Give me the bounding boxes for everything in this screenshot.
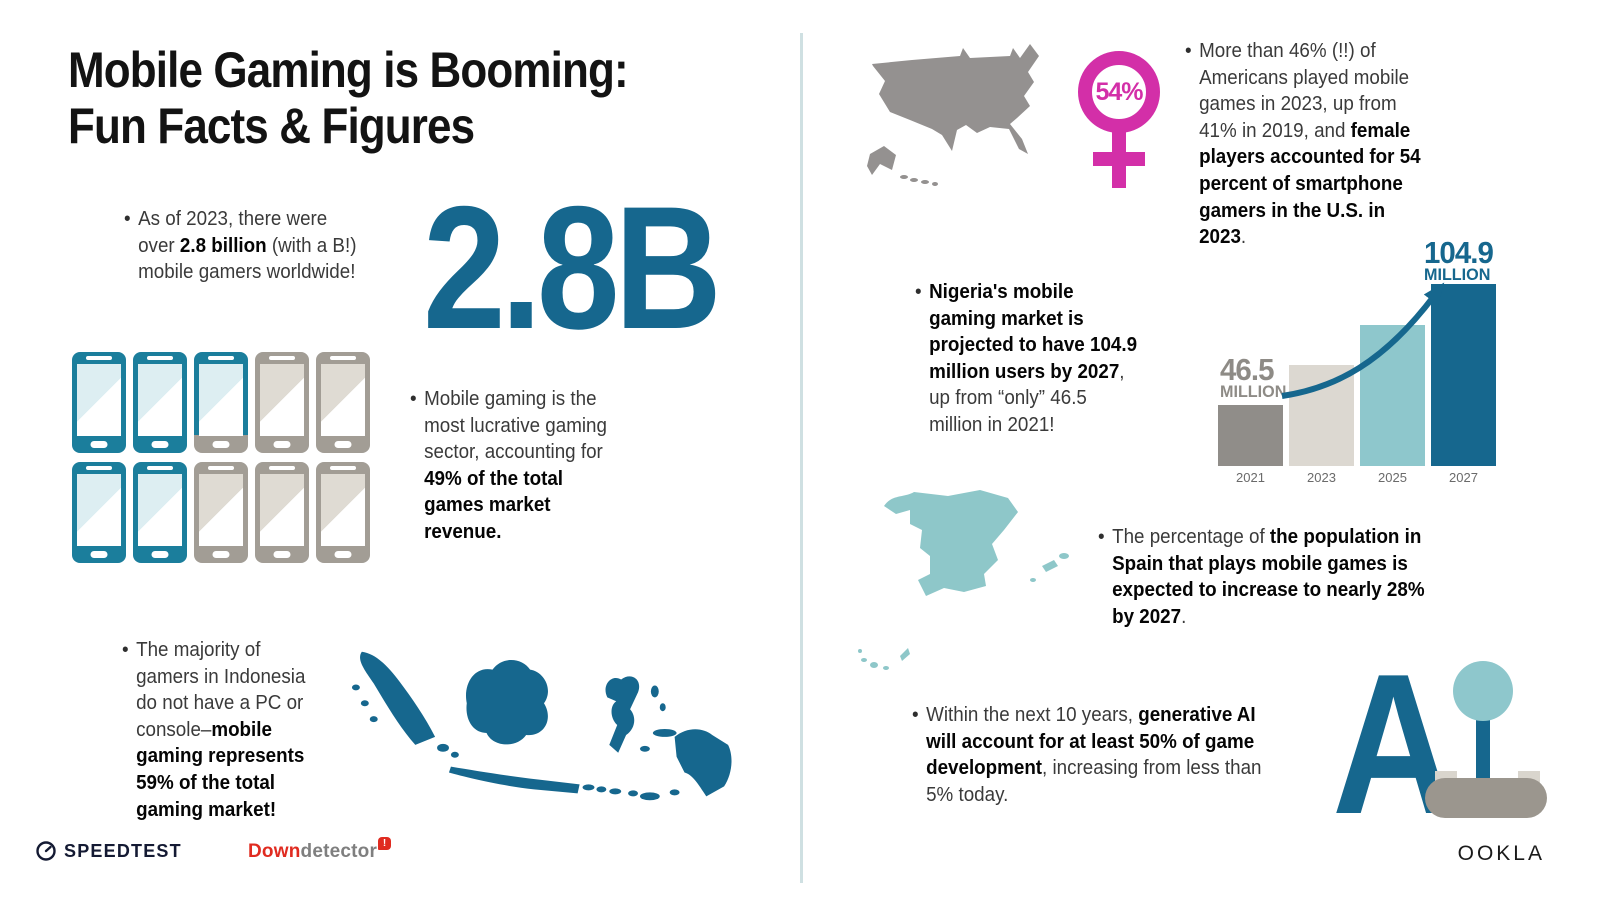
growth-arrow-icon bbox=[1281, 282, 1445, 399]
fact-gamers: • As of 2023, there were over 2.8 billio… bbox=[124, 206, 367, 286]
joystick-ball-icon bbox=[1453, 661, 1513, 721]
page-title-line2: Fun Facts & Figures bbox=[68, 98, 475, 154]
phone-icon bbox=[316, 352, 370, 453]
chart-start-annotation: 46.5 MILLION bbox=[1220, 352, 1287, 402]
bar-column: 2021 bbox=[1218, 405, 1283, 488]
bullet-marker: • bbox=[124, 208, 131, 230]
phone-grid bbox=[72, 352, 370, 563]
fact-gamers-text2: (with a B!) mobile gamers worldwide! bbox=[138, 234, 357, 284]
fact-indonesia: • The majority of gamers in Indonesia do… bbox=[122, 637, 325, 823]
fact-spain-bold: the population in Spain that plays mobil… bbox=[1112, 526, 1425, 628]
indonesia-map-icon bbox=[351, 651, 732, 801]
footer: SPEEDTEST Downdetector! OOKLA bbox=[0, 836, 1600, 876]
bar-category-label: 2025 bbox=[1378, 470, 1407, 485]
fact-nigeria-text: , up from “only” 46.5 million in 2021! bbox=[929, 360, 1125, 436]
phone-icon bbox=[133, 352, 187, 453]
chart-end-unit: MILLION bbox=[1424, 265, 1491, 285]
big-stat-2-8b: 2.8B bbox=[423, 171, 722, 366]
downdetector-badge-icon: ! bbox=[378, 837, 392, 850]
downdetector-logo: Downdetector! bbox=[248, 837, 392, 863]
bar-chart-bars: 2021 2023 2025 2027 bbox=[1218, 246, 1496, 488]
downdetector-word-detector: detector bbox=[300, 841, 378, 862]
ookla-logo: OOKLA bbox=[1457, 842, 1545, 865]
bar-column: 2023 bbox=[1289, 365, 1354, 488]
page-title-line1: Mobile Gaming is Booming: bbox=[68, 42, 629, 98]
fact-spain: • The percentage of the population in Sp… bbox=[1098, 526, 1425, 628]
phone-icon bbox=[133, 462, 187, 563]
fact-revenue-text: Mobile gaming is the most lucrative gami… bbox=[424, 388, 607, 464]
chart-start-unit: MILLION bbox=[1220, 382, 1287, 402]
fact-spain-text: The percentage of bbox=[1112, 526, 1270, 548]
chart-end-annotation: 104.9 MILLION bbox=[1424, 235, 1494, 285]
fact-ai: • Within the next 10 years, generative A… bbox=[912, 704, 1262, 806]
joystick-stick-icon bbox=[1476, 715, 1490, 793]
usa-map-icon bbox=[867, 44, 1039, 186]
fact-gamers-bold: 2.8 billion bbox=[179, 234, 267, 257]
vertical-divider bbox=[800, 33, 803, 883]
bar-2027 bbox=[1431, 284, 1496, 466]
bar-category-label: 2027 bbox=[1449, 470, 1478, 485]
bullet-marker: • bbox=[1098, 526, 1105, 548]
ai-joystick-graphic: A bbox=[1332, 645, 1562, 845]
bullet-marker: • bbox=[410, 388, 417, 410]
bullet-marker: • bbox=[912, 704, 919, 726]
bar-chart: 2021 2023 2025 2027 46.5 MILLION 104.9 MILL… bbox=[1218, 237, 1496, 488]
bar-2023 bbox=[1289, 365, 1354, 466]
chart-end-number: 104.9 bbox=[1424, 235, 1494, 270]
fact-usa-text: More than 46% (!!) of Americans played m… bbox=[1199, 40, 1410, 142]
fact-revenue-bold: 49% of the total games market revenue. bbox=[424, 467, 564, 543]
bullet-marker: • bbox=[122, 639, 129, 661]
female-gamers-badge: 54% bbox=[1095, 78, 1143, 106]
fact-ai-text: Within the next 10 years, bbox=[926, 704, 1139, 726]
female-symbol-icon bbox=[1078, 51, 1160, 188]
bar-2025 bbox=[1360, 325, 1425, 466]
fact-nigeria-bold: Nigeria's mobile gaming market is projec… bbox=[929, 281, 1138, 383]
downdetector-word-down: Down bbox=[248, 841, 301, 862]
phone-icon bbox=[255, 352, 309, 453]
bar-column: 2027 bbox=[1431, 284, 1496, 488]
chart-start-number: 46.5 bbox=[1220, 352, 1274, 387]
spain-map-icon bbox=[858, 490, 1069, 670]
fact-nigeria: • Nigeria's mobile gaming market is proj… bbox=[915, 279, 1141, 439]
speedtest-logo: SPEEDTEST bbox=[35, 840, 182, 862]
phone-icon bbox=[194, 462, 248, 563]
phone-icon bbox=[255, 462, 309, 563]
phone-icon bbox=[316, 462, 370, 563]
fact-gamers-text: As of 2023, there were over bbox=[138, 208, 328, 257]
fact-usa: • More than 46% (!!) of Americans played… bbox=[1185, 40, 1421, 249]
speedometer-icon bbox=[36, 841, 56, 861]
fact-usa-bold: female players accounted for 54 percent … bbox=[1199, 119, 1421, 249]
bar-2021 bbox=[1218, 405, 1283, 466]
phone-icon bbox=[72, 352, 126, 453]
page-title: Mobile Gaming is Booming: Fun Facts & Fi… bbox=[68, 42, 629, 154]
joystick-base-icon bbox=[1425, 778, 1547, 818]
bullet-marker: • bbox=[915, 281, 922, 303]
bullet-marker: • bbox=[1185, 40, 1192, 62]
fact-indonesia-bold: mobile gaming represents 59% of the tota… bbox=[136, 718, 305, 821]
speedtest-wordmark: SPEEDTEST bbox=[64, 840, 182, 861]
fact-indonesia-text: The majority of gamers in Indonesia do n… bbox=[136, 639, 306, 741]
phone-icon bbox=[72, 462, 126, 563]
bar-category-label: 2023 bbox=[1307, 470, 1336, 485]
fact-ai-bold: generative AI will account for at least … bbox=[926, 704, 1256, 780]
bar-category-label: 2021 bbox=[1236, 470, 1265, 485]
phone-icon bbox=[194, 352, 248, 453]
bar-column: 2025 bbox=[1360, 325, 1425, 488]
fact-revenue: • Mobile gaming is the most lucrative ga… bbox=[410, 386, 619, 546]
